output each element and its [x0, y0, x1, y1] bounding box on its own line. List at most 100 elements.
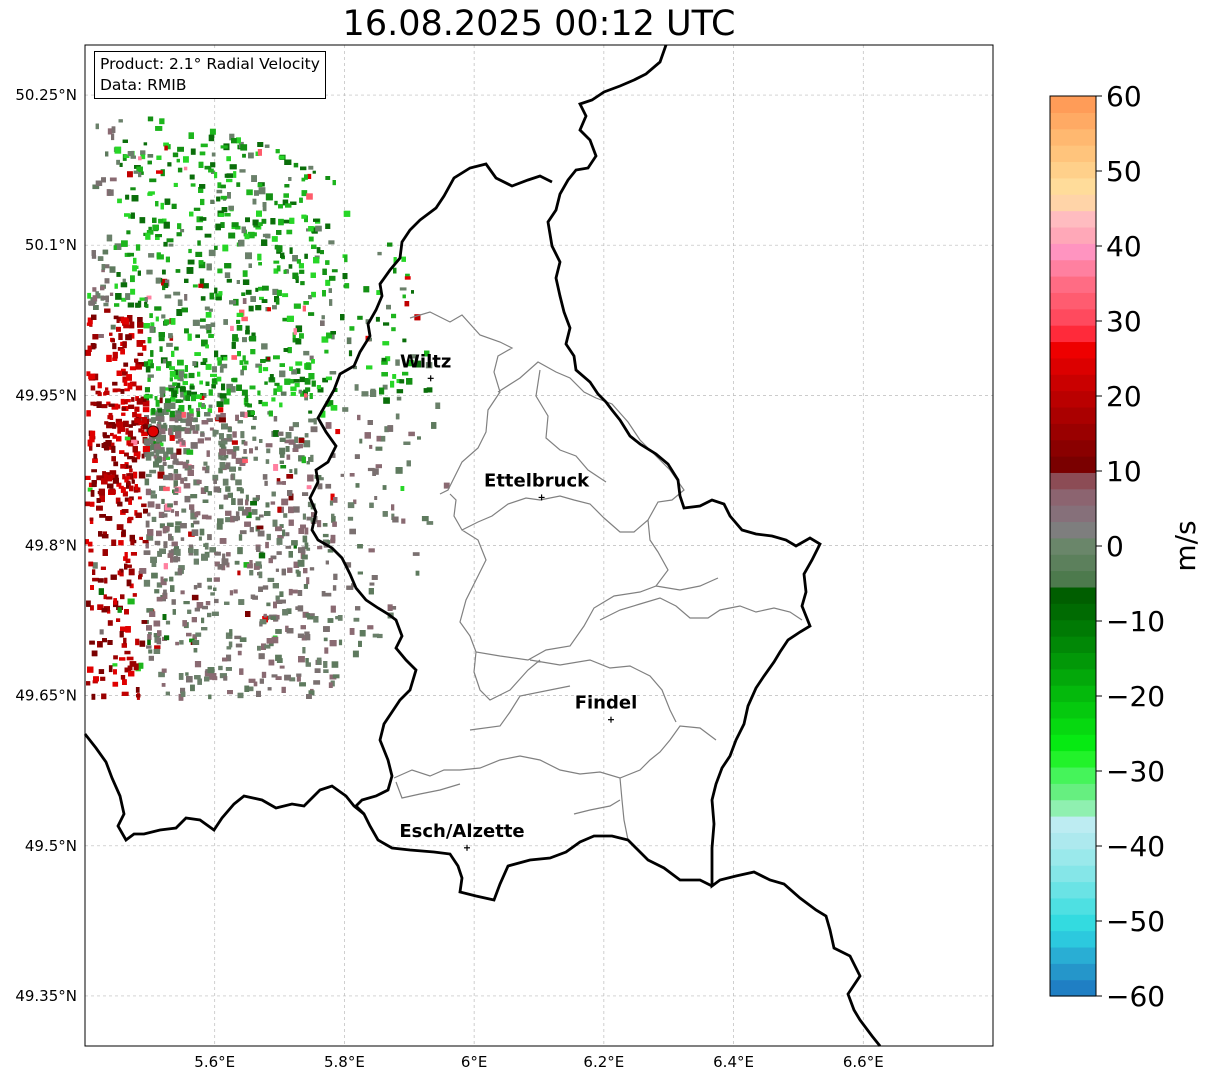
colorbar-segment — [1050, 832, 1096, 850]
colorbar-segment — [1050, 374, 1096, 392]
colorbar-segment — [1050, 439, 1096, 457]
colorbar-segment — [1050, 472, 1096, 490]
colorbar-segment — [1050, 259, 1096, 277]
map-title: 16.08.2025 00:12 UTC — [342, 4, 736, 44]
colorbar-segment — [1050, 194, 1096, 212]
colorbar-segment — [1050, 619, 1096, 637]
colorbar-segment — [1050, 914, 1096, 932]
colorbar-segment — [1050, 848, 1096, 866]
product-label: Product: 2.1° Radial Velocity — [100, 55, 320, 73]
colorbar-tick-label: 30 — [1106, 305, 1142, 338]
colorbar-segment — [1050, 979, 1096, 997]
colorbar-segment — [1050, 554, 1096, 572]
colorbar-segment — [1050, 734, 1096, 752]
city-label: Ettelbruck — [484, 470, 590, 491]
colorbar-segment — [1050, 750, 1096, 768]
colorbar-segment — [1050, 816, 1096, 833]
colorbar-segment — [1050, 652, 1096, 670]
colorbar-segment — [1050, 292, 1096, 310]
colorbar-segment — [1050, 112, 1096, 130]
lon-tick-label: 5.8°E — [324, 1053, 365, 1071]
city-marker: Wiltz — [400, 351, 451, 382]
colorbar-segment — [1050, 456, 1096, 473]
gridlines — [85, 45, 993, 1046]
colorbar-segment — [1050, 145, 1096, 163]
colorbar-segment — [1050, 586, 1096, 604]
colorbar-tick-label: 10 — [1106, 455, 1142, 488]
lat-tick-label: 50.1°N — [25, 236, 77, 254]
lat-tick-label: 49.8°N — [25, 537, 77, 555]
colorbar-segment — [1050, 701, 1096, 719]
radar-echoes — [85, 116, 450, 701]
colorbar-segment — [1050, 210, 1096, 228]
city-marker: Esch/Alzette — [399, 821, 525, 851]
colorbar-segment — [1050, 668, 1096, 686]
colorbar-segment — [1050, 423, 1096, 441]
borders — [83, 44, 882, 1047]
colorbar-segment — [1050, 226, 1096, 244]
city-markers: Wiltz Ettelbruck Findel Esch/Alzette — [399, 351, 638, 851]
colorbar: 60 50 40 30 20 10 0 −10 −20 −30 −40 −50 −60 m/s — [1049, 80, 1202, 1013]
colorbar-segment — [1050, 308, 1096, 326]
colorbar-segment — [1050, 390, 1096, 408]
colorbar-segment — [1050, 488, 1096, 506]
lat-tick-label: 49.95°N — [15, 386, 77, 404]
lat-tick-label: 50.25°N — [15, 86, 77, 104]
city-label: Wiltz — [400, 351, 451, 372]
colorbar-segment — [1050, 521, 1096, 539]
lon-tick-label: 6.4°E — [713, 1053, 754, 1071]
city-label: Esch/Alzette — [399, 821, 524, 842]
colorbar-tick-label: −40 — [1106, 830, 1165, 863]
lat-tick-label: 49.35°N — [15, 987, 77, 1005]
city-marker: Findel — [575, 693, 638, 723]
colorbar-segment — [1050, 881, 1096, 899]
colorbar-segment — [1050, 897, 1096, 915]
colorbar-tick-label: −10 — [1106, 605, 1165, 638]
lon-tick-label: 6°E — [461, 1053, 488, 1071]
city-label: Findel — [575, 693, 638, 714]
colorbar-tick-label: 20 — [1106, 380, 1142, 413]
city-marker: Ettelbruck — [484, 470, 590, 501]
data-source-label: Data: RMIB — [100, 76, 187, 94]
canton-boundaries — [393, 311, 803, 841]
colorbar-segment — [1050, 766, 1096, 784]
lon-tick-label: 5.6°E — [194, 1053, 235, 1071]
colorbar-segment — [1050, 799, 1096, 817]
colorbar-segment — [1050, 603, 1096, 621]
colorbar-tick-label: −60 — [1106, 980, 1165, 1013]
colorbar-tick-label: −30 — [1106, 755, 1165, 788]
plot-background — [85, 45, 993, 1046]
colorbar-segment — [1050, 685, 1096, 703]
colorbar-tick-label: −50 — [1106, 905, 1165, 938]
colorbar-segment — [1050, 128, 1096, 146]
colorbar-tick-label: 0 — [1106, 530, 1124, 563]
colorbar-segment — [1050, 865, 1096, 883]
lux-border-west — [308, 162, 713, 902]
lon-tick-label: 6.6°E — [843, 1053, 884, 1071]
colorbar-segment — [1050, 537, 1096, 555]
colorbar-segment — [1050, 946, 1096, 964]
colorbar-segment — [1050, 963, 1096, 981]
colorbar-label: m/s — [1169, 520, 1202, 571]
info-box: Product: 2.1° Radial Velocity Data: RMIB — [94, 51, 326, 99]
colorbar-tick-label: 40 — [1106, 230, 1142, 263]
colorbar-segment — [1050, 325, 1096, 343]
country-border — [546, 44, 882, 1047]
colorbar-tick-label: 50 — [1106, 155, 1142, 188]
radar-site-marker — [147, 425, 160, 438]
fr-be-border — [83, 733, 365, 843]
axes: 5.6°E 5.8°E 6°E 6.2°E 6.4°E 6.6°E 50.25°N 50.1°… — [15, 86, 883, 1071]
colorbar-segment — [1050, 177, 1096, 195]
colorbar-tick-label: −20 — [1106, 680, 1165, 713]
lat-tick-label: 49.65°N — [15, 687, 77, 705]
colorbar-segment — [1050, 930, 1096, 948]
colorbar-segment — [1050, 505, 1096, 523]
colorbar-segment — [1050, 406, 1096, 424]
colorbar-segment — [1050, 783, 1096, 801]
lat-tick-label: 49.5°N — [25, 837, 77, 855]
colorbar-segment — [1050, 636, 1096, 653]
colorbar-tick-label: 60 — [1106, 80, 1142, 113]
colorbar-segment — [1050, 570, 1096, 588]
colorbar-segment — [1050, 357, 1096, 375]
